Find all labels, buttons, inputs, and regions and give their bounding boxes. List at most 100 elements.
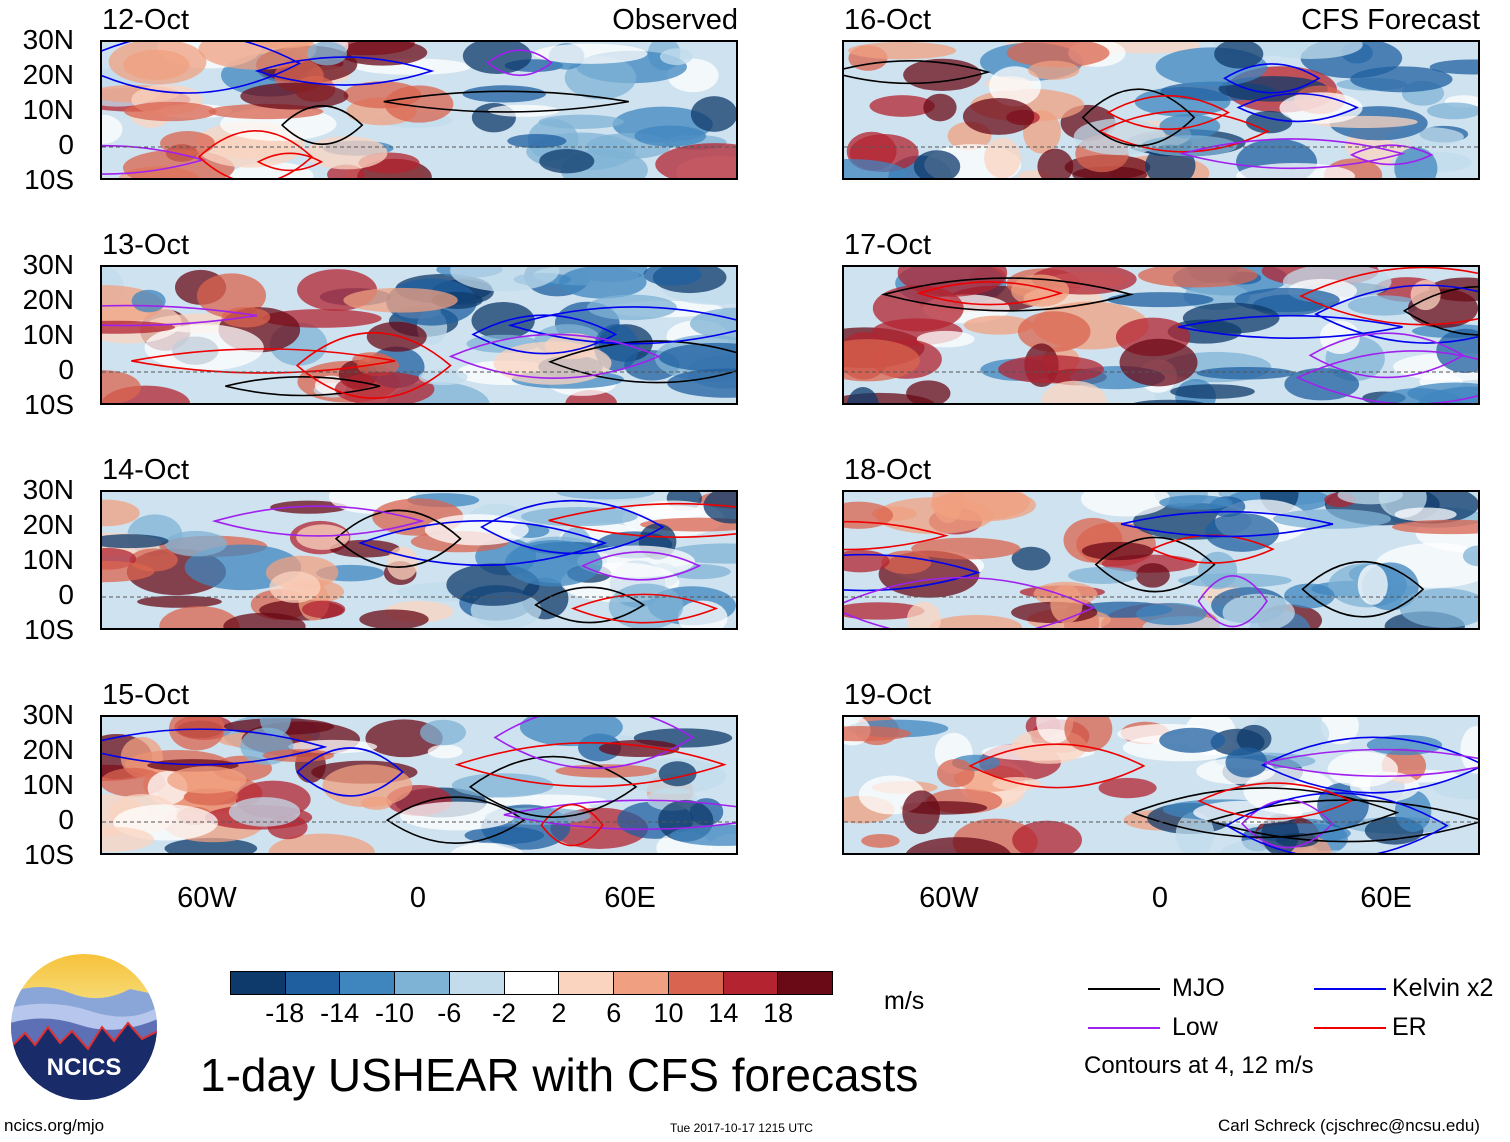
panel-date: 15-Oct [102,679,190,711]
figure-title: 1-day USHEAR with CFS forecasts [200,1049,919,1101]
wave-contour [102,42,302,94]
footer-credit: Carl Schreck (cjschrec@ncsu.edu) [1218,1116,1480,1135]
shear-blob [359,609,429,628]
shear-blob [1350,66,1453,93]
shear-blob [558,267,647,299]
wave-contour [334,509,462,568]
shear-blob [253,42,313,49]
footer-timestamp: Tue 2017-10-17 1215 UTC [670,1121,813,1135]
panel-date: 16-Oct [844,4,932,36]
shear-blob [576,545,695,578]
wave-contour [1197,782,1354,820]
shear-blob [929,614,1022,628]
colorbar-swatch [667,972,723,994]
lat-label: 10N [22,94,74,125]
shear-blob [556,492,655,500]
shear-field [844,267,1478,403]
shear-blob [144,324,264,371]
lat-label: 10S [24,839,74,870]
wave-contour [1301,561,1425,618]
wave-contour [1240,799,1334,849]
wave-contour [131,348,396,374]
shear-blob [102,560,155,583]
shear-blob [462,85,547,103]
colorbar-swatch [448,972,504,994]
shear-blob [1394,790,1432,833]
contour-note: Contours at 4, 12 m/s [1084,1052,1314,1079]
shear-blob [329,539,400,558]
map-panel-13-oct [100,265,738,405]
shear-blob [848,42,957,60]
shear-blob [1011,274,1070,307]
panel-date: 17-Oct [844,229,932,261]
lon-label: 0 [1151,882,1169,914]
wave-contour [225,376,381,397]
lat-label: 10N [22,769,74,800]
wave-contour [1206,799,1478,843]
shear-blob [1261,813,1300,853]
wave-contour [468,755,638,818]
wave-contour [540,803,604,847]
shear-blob [1159,495,1233,510]
wave-contour [1106,95,1230,131]
colorbar-swatch [722,972,778,994]
shear-blob [1098,777,1157,799]
shear-blob [911,537,1021,560]
shear-blob [427,744,463,759]
shear-blob [507,133,567,149]
shear-blob [984,137,1021,178]
shear-blob [386,546,419,580]
wave-contour [1402,286,1478,336]
colorbar-tick-label: 6 [606,998,622,1028]
shear-blob [1012,820,1082,853]
shear-field [102,492,736,628]
shear-blob [913,150,961,178]
wave-contour [296,747,404,797]
shear-blob [847,387,879,403]
shear-blob [1017,311,1091,353]
shear-blob [658,761,697,787]
legend-line-low [1088,1027,1160,1029]
map-panel-16-oct [842,40,1480,180]
lat-label: 10N [22,319,74,350]
shear-blob [1081,541,1154,561]
shear-blob [269,571,321,603]
lat-label: 30N [22,474,74,505]
colorbar-swatch [613,972,668,994]
shear-blob [306,42,348,66]
colorbar-swatch [558,972,614,994]
wave-contour [1260,736,1478,794]
lat-label: 20N [22,284,74,315]
map-panel-18-oct [842,490,1480,630]
shear-blob [366,321,427,352]
shear-blob [564,56,637,100]
panel-date: 12-Oct [102,4,190,36]
panel-date: 18-Oct [844,454,932,486]
wave-contour [254,56,435,86]
lat-label: 30N [22,699,74,730]
legend-label-mjo: MJO [1172,974,1225,1002]
shear-blob [520,507,638,527]
shear-blob [903,58,982,92]
wave-contour [454,742,727,788]
shear-blob [361,796,392,810]
wave-contour [1120,510,1334,538]
colorbar-tick-label: -14 [320,998,360,1028]
panel-date: 14-Oct [102,454,190,486]
shear-blob [869,95,935,117]
wave-contour [1097,110,1270,153]
wave-contour [580,551,702,581]
shear-blob [1119,338,1198,387]
shear-blob [963,315,1034,335]
shear-blob [137,595,222,608]
cfs-forecast-label: CFS Forecast [1301,4,1480,36]
wave-contour [383,90,629,113]
shear-blob [844,339,920,382]
shear-blob [1462,545,1478,567]
shear-blob [1284,368,1360,401]
wave-contour [448,333,662,379]
wave-contour [486,49,553,76]
shear-blob [419,719,467,746]
wave-contour [493,717,695,769]
wave-contour [256,152,324,172]
